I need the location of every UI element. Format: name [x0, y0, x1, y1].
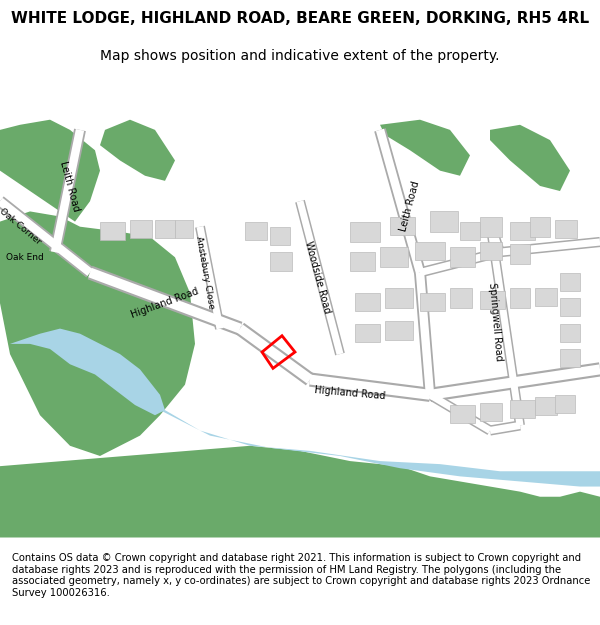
Bar: [510, 244, 530, 264]
Bar: [560, 298, 580, 316]
Bar: [560, 324, 580, 342]
Bar: [560, 272, 580, 291]
Polygon shape: [419, 248, 501, 278]
Bar: [355, 293, 380, 311]
Polygon shape: [485, 221, 525, 426]
Bar: [155, 219, 175, 238]
Bar: [480, 216, 502, 237]
Polygon shape: [160, 410, 600, 486]
Polygon shape: [374, 128, 426, 274]
Bar: [270, 252, 292, 271]
Text: Oak Corner: Oak Corner: [0, 207, 43, 247]
Polygon shape: [195, 226, 225, 329]
Polygon shape: [487, 221, 503, 253]
Text: Springwell Road: Springwell Road: [487, 282, 503, 361]
Bar: [480, 403, 502, 421]
Bar: [100, 222, 125, 240]
Bar: [430, 211, 458, 232]
Bar: [415, 242, 445, 261]
Text: Woodside Road: Woodside Road: [304, 241, 332, 315]
Text: Leith Road: Leith Road: [58, 159, 82, 212]
Polygon shape: [419, 249, 501, 276]
Polygon shape: [376, 129, 424, 274]
Polygon shape: [51, 129, 84, 253]
Text: Anstebury Close: Anstebury Close: [194, 236, 216, 310]
Bar: [555, 219, 577, 238]
Bar: [390, 216, 415, 235]
Polygon shape: [485, 220, 505, 254]
Bar: [560, 349, 580, 368]
Polygon shape: [236, 322, 314, 386]
Bar: [510, 288, 530, 308]
Polygon shape: [237, 324, 313, 384]
Polygon shape: [416, 272, 434, 395]
Polygon shape: [380, 120, 470, 176]
Polygon shape: [197, 226, 223, 329]
Polygon shape: [427, 391, 493, 435]
Text: Highland Road: Highland Road: [130, 286, 200, 320]
Polygon shape: [88, 266, 242, 335]
Bar: [420, 293, 445, 311]
Polygon shape: [100, 120, 175, 181]
Bar: [385, 321, 413, 340]
Polygon shape: [0, 198, 92, 276]
Polygon shape: [490, 422, 521, 434]
Polygon shape: [429, 364, 600, 400]
Bar: [450, 247, 475, 268]
Polygon shape: [489, 421, 521, 436]
Bar: [555, 395, 575, 413]
Polygon shape: [487, 221, 523, 426]
Bar: [380, 247, 408, 268]
Bar: [535, 397, 557, 415]
Text: Contains OS data © Crown copyright and database right 2021. This information is : Contains OS data © Crown copyright and d…: [12, 553, 590, 598]
Polygon shape: [500, 237, 600, 258]
Bar: [130, 219, 152, 238]
Bar: [480, 291, 505, 309]
Polygon shape: [414, 272, 436, 396]
Polygon shape: [429, 362, 600, 402]
Bar: [175, 219, 193, 238]
Polygon shape: [0, 446, 600, 538]
Bar: [385, 288, 413, 308]
Bar: [245, 222, 267, 240]
Text: Highland Road: Highland Road: [314, 385, 386, 401]
Bar: [510, 400, 535, 418]
Polygon shape: [500, 238, 600, 256]
Polygon shape: [295, 200, 345, 356]
Bar: [350, 222, 380, 242]
Polygon shape: [10, 329, 165, 415]
Polygon shape: [309, 372, 431, 402]
Bar: [270, 227, 290, 245]
Bar: [450, 405, 475, 423]
Text: Leith Road: Leith Road: [398, 180, 422, 232]
Polygon shape: [0, 211, 195, 456]
Text: Oak End: Oak End: [6, 253, 44, 262]
Polygon shape: [428, 392, 492, 434]
Bar: [535, 288, 557, 306]
Bar: [355, 324, 380, 342]
Polygon shape: [296, 200, 343, 355]
Bar: [460, 222, 480, 240]
Bar: [450, 288, 472, 308]
Polygon shape: [49, 129, 86, 253]
Polygon shape: [310, 374, 431, 400]
Bar: [480, 242, 502, 261]
Polygon shape: [0, 120, 100, 222]
Bar: [350, 252, 375, 271]
Text: Map shows position and indicative extent of the property.: Map shows position and indicative extent…: [100, 49, 500, 63]
Polygon shape: [490, 125, 570, 191]
Bar: [510, 222, 535, 240]
Polygon shape: [88, 268, 242, 333]
Text: WHITE LODGE, HIGHLAND ROAD, BEARE GREEN, DORKING, RH5 4RL: WHITE LODGE, HIGHLAND ROAD, BEARE GREEN,…: [11, 11, 589, 26]
Polygon shape: [0, 196, 94, 278]
Bar: [530, 216, 550, 237]
